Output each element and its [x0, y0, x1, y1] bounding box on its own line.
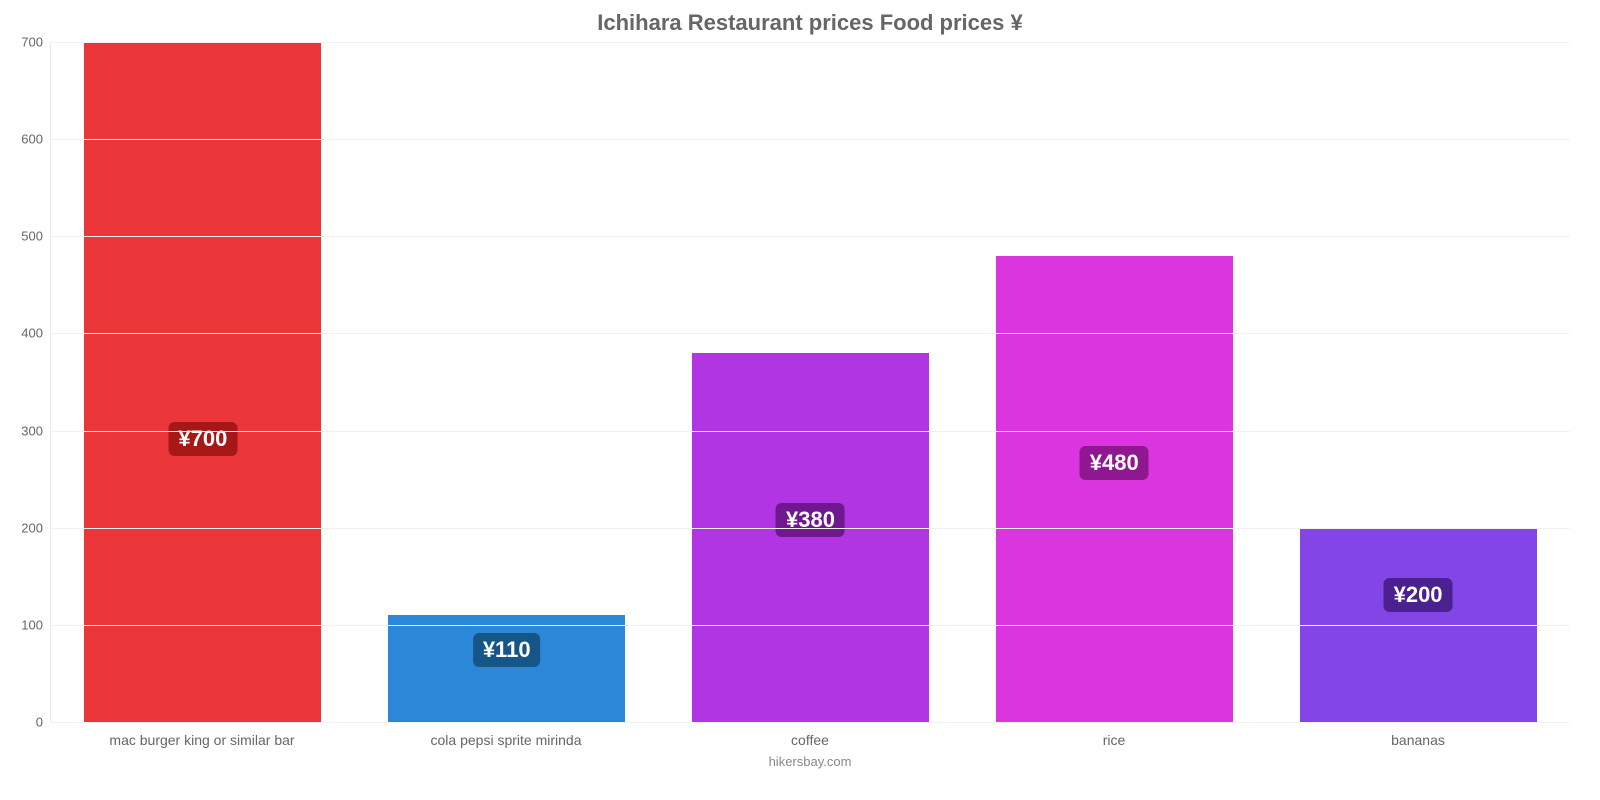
bar-slot: ¥380	[659, 42, 963, 722]
bar-slot: ¥700	[51, 42, 355, 722]
y-tick-label: 300	[21, 423, 51, 438]
bar-slot: ¥200	[1266, 42, 1570, 722]
y-tick-label: 0	[36, 715, 51, 730]
grid-line	[51, 139, 1570, 140]
bar: ¥380	[692, 353, 929, 722]
bar: ¥700	[84, 42, 321, 722]
grid-line	[51, 722, 1570, 723]
value-badge: ¥110	[473, 633, 541, 667]
grid-line	[51, 236, 1570, 237]
x-axis-label: coffee	[658, 732, 962, 748]
grid-line	[51, 625, 1570, 626]
y-tick-label: 200	[21, 520, 51, 535]
y-tick-label: 400	[21, 326, 51, 341]
grid-line	[51, 431, 1570, 432]
x-axis-labels: mac burger king or similar barcola pepsi…	[50, 732, 1570, 748]
grid-line	[51, 333, 1570, 334]
x-axis-label: mac burger king or similar bar	[50, 732, 354, 748]
bar: ¥480	[996, 256, 1233, 722]
bars-row: ¥700 ¥110 ¥380 ¥480 ¥200	[51, 42, 1570, 722]
x-axis-label: cola pepsi sprite mirinda	[354, 732, 658, 748]
value-badge: ¥200	[1384, 578, 1453, 612]
y-tick-label: 100	[21, 617, 51, 632]
x-axis-label: rice	[962, 732, 1266, 748]
price-bar-chart: Ichihara Restaurant prices Food prices ¥…	[0, 0, 1600, 800]
y-tick-label: 700	[21, 35, 51, 50]
grid-line	[51, 42, 1570, 43]
value-badge: ¥380	[776, 503, 845, 537]
bar-slot: ¥480	[962, 42, 1266, 722]
x-axis-label: bananas	[1266, 732, 1570, 748]
y-tick-label: 500	[21, 229, 51, 244]
chart-title: Ichihara Restaurant prices Food prices ¥	[50, 10, 1570, 36]
plot-area: ¥700¥110¥380¥480¥200 0100200300400500600…	[50, 42, 1570, 722]
bar: ¥110	[388, 615, 625, 722]
value-badge: ¥480	[1080, 446, 1149, 480]
bar-slot: ¥110	[355, 42, 659, 722]
chart-footer-credit: hikersbay.com	[50, 754, 1570, 769]
value-badge: ¥700	[168, 422, 237, 456]
y-tick-label: 600	[21, 132, 51, 147]
grid-line	[51, 528, 1570, 529]
